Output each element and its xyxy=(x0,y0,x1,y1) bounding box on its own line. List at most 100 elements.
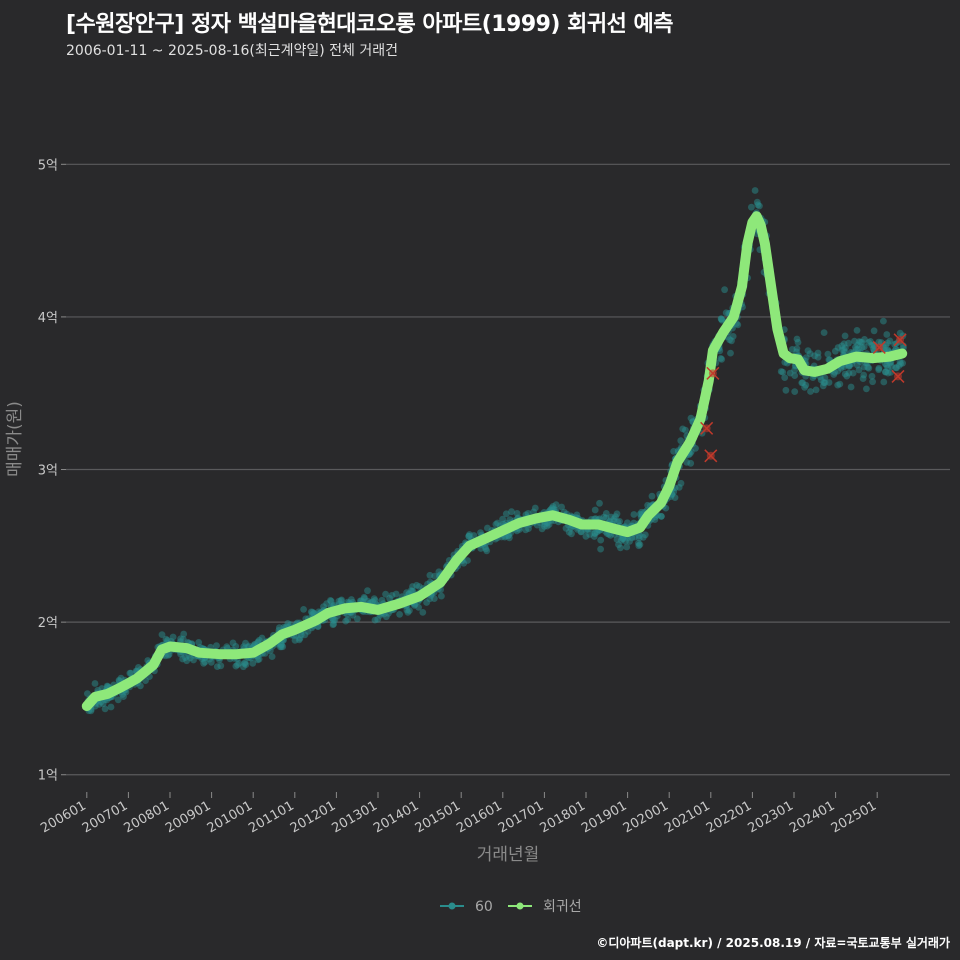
scatter-point xyxy=(869,378,876,386)
cancelled-marker xyxy=(893,333,907,347)
scatter-point xyxy=(531,504,539,512)
scatter-point xyxy=(254,656,262,664)
x-tick-label: 200801 xyxy=(122,798,172,836)
scatter-point xyxy=(296,635,304,642)
legend-regression-dot xyxy=(516,902,524,910)
scatter-point xyxy=(791,388,799,395)
chart-title: [수원장안구] 정자 백설마을현대코오롱 아파트(1999) 회귀선 예측 xyxy=(66,12,674,37)
scatter-point xyxy=(751,187,759,194)
scatter-point xyxy=(378,596,386,604)
scatter-point xyxy=(781,374,789,381)
scatter-point xyxy=(799,379,806,386)
scatter-point xyxy=(101,705,109,713)
scatter-point xyxy=(748,203,755,211)
scatter-point xyxy=(728,337,735,345)
legend: 60 회귀선 xyxy=(440,899,582,915)
scatter-point xyxy=(513,510,521,517)
x-tick-label: 200701 xyxy=(80,798,130,836)
scatter-point xyxy=(607,513,615,521)
x-tick-label: 201501 xyxy=(413,798,463,836)
scatter-point xyxy=(793,335,801,343)
scatter-point xyxy=(880,378,888,386)
scatter-point xyxy=(567,524,575,532)
scatter-point xyxy=(791,366,798,374)
scatter-point xyxy=(820,329,828,336)
legend-item-points[interactable]: 60 xyxy=(440,899,493,915)
scatter-point xyxy=(396,611,403,618)
scatter-point xyxy=(602,514,610,522)
scatter-point xyxy=(853,327,861,334)
scatter-point xyxy=(525,525,532,532)
scatter-point xyxy=(777,368,785,375)
scatter-point xyxy=(91,680,99,687)
scatter-point xyxy=(207,658,215,666)
scatter-point xyxy=(374,616,382,623)
scatter-point xyxy=(382,590,389,598)
x-tick-label: 201001 xyxy=(205,798,255,836)
scatter-point xyxy=(499,515,506,523)
x-tick-label: 201101 xyxy=(246,798,296,836)
cancelled-marker xyxy=(700,421,714,435)
cancelled-marker xyxy=(706,366,720,380)
scatter-point xyxy=(482,545,490,553)
scatter-point xyxy=(344,616,351,623)
y-axis-title: 매매가(원) xyxy=(5,401,25,477)
scatter-point xyxy=(721,286,728,294)
scatter-point xyxy=(301,631,309,639)
scatter-point xyxy=(597,545,604,553)
scatter-point xyxy=(114,696,122,704)
scatter-point xyxy=(875,364,883,372)
scatter-point xyxy=(882,368,890,376)
scatter-point xyxy=(591,506,599,514)
scatter-point xyxy=(782,386,790,394)
legend-item-regression[interactable]: 회귀선 xyxy=(508,899,582,915)
scatter-point xyxy=(756,202,763,210)
scatter-point xyxy=(84,690,91,697)
scatter-point xyxy=(415,583,423,590)
scatter-point xyxy=(870,327,878,335)
scatter-point xyxy=(180,630,188,638)
scatter-point xyxy=(821,374,829,382)
scatter-point xyxy=(644,501,651,509)
scatter-point xyxy=(847,383,855,391)
x-tick-label: 200601 xyxy=(38,798,88,836)
scatter-point xyxy=(843,372,851,380)
scatter-point xyxy=(538,525,546,533)
scatter-point xyxy=(353,615,361,623)
scatter-point xyxy=(886,337,894,345)
x-tick-label: 202501 xyxy=(829,798,879,836)
x-axis-title: 거래년월 xyxy=(477,845,540,865)
regression-line xyxy=(81,211,908,712)
scatter-point xyxy=(268,653,276,660)
scatter-point xyxy=(812,386,820,394)
scatter-point xyxy=(502,510,510,518)
scatter-point xyxy=(484,524,491,532)
y-tick-label: 1억 xyxy=(38,769,58,784)
scatter-point xyxy=(806,350,814,358)
regression-layer xyxy=(81,211,908,712)
scatter-point xyxy=(582,533,590,540)
scatter-point xyxy=(593,528,601,536)
cancelled-marker xyxy=(891,369,905,383)
cancelled-marker xyxy=(704,449,718,463)
x-tick-label: 202101 xyxy=(662,798,712,836)
y-tick-label: 4억 xyxy=(38,311,58,326)
scatter-point xyxy=(369,598,377,606)
scatter-point xyxy=(242,639,249,647)
scatter-point xyxy=(103,682,111,690)
scatter-point xyxy=(841,348,849,356)
scatter-point xyxy=(717,355,725,362)
scatter-point xyxy=(187,654,194,662)
scatter-point xyxy=(639,533,647,541)
cancelled-marker xyxy=(872,340,886,354)
scatter-point xyxy=(868,372,876,380)
x-tick-label: 200901 xyxy=(163,798,213,836)
scatter-point xyxy=(841,332,849,340)
x-tick-label: 201901 xyxy=(579,798,629,836)
source-footer: ©디아파트(dapt.kr) / 2025.08.19 / 자료=국토교통부 실… xyxy=(596,936,950,950)
scatter-point xyxy=(854,341,861,349)
scatter-point xyxy=(682,426,689,434)
scatter-point xyxy=(617,544,624,552)
scatter-point xyxy=(179,655,187,663)
